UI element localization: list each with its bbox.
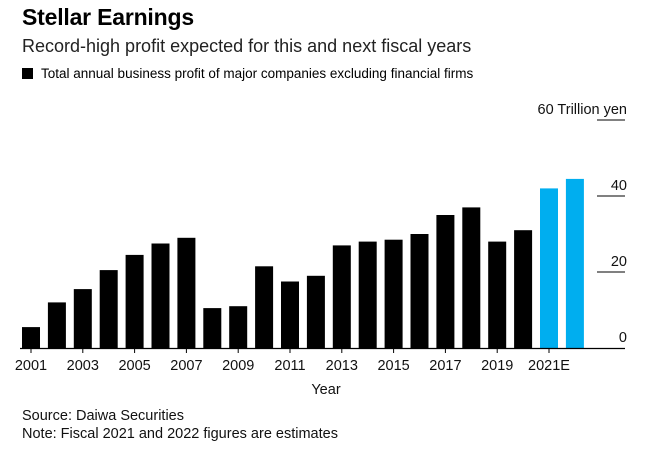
y-tick-label: 0	[619, 330, 627, 346]
bar-2004	[99, 270, 118, 348]
bar-2019	[488, 241, 507, 348]
bar-2007	[177, 237, 196, 348]
bar-2002	[47, 302, 66, 348]
bar-2008	[203, 308, 222, 348]
bar-2021E	[540, 188, 558, 348]
y-tick-labels: 0 20 40 60 Trillion yen	[538, 102, 627, 346]
x-tick-label: 2005	[118, 358, 150, 374]
bar-2009	[229, 306, 248, 348]
bar-2001	[22, 327, 40, 348]
bar-2015	[384, 239, 403, 348]
bar-2018	[462, 207, 481, 348]
legend-swatch	[22, 68, 33, 79]
bar-2020	[514, 230, 533, 348]
x-tick-label: 2007	[170, 358, 202, 374]
x-tick-label: 2001	[15, 358, 47, 374]
x-tick-label: 2013	[326, 358, 358, 374]
bar-2012	[306, 275, 325, 348]
bar-2013	[332, 245, 351, 348]
bar-2014	[358, 241, 377, 348]
bar-2010	[255, 266, 274, 348]
chart-subtitle: Record-high profit expected for this and…	[22, 36, 472, 56]
x-tick-label: 2019	[481, 358, 513, 374]
x-axis-label: Year	[311, 382, 340, 398]
bar-2006	[151, 243, 170, 348]
y-tick-label: 40	[611, 178, 627, 194]
bar-2011	[281, 281, 299, 348]
y-tick-label: 60 Trillion yen	[538, 102, 627, 118]
legend-label: Total annual business profit of major co…	[41, 66, 474, 81]
y-tick-label: 20	[611, 254, 627, 270]
x-tick-labels: 2001 2003 2005 2007 2009 2011 2013 2015 2017 2019…	[15, 348, 570, 374]
bar-2005	[125, 254, 144, 348]
x-tick-label: 2015	[377, 358, 409, 374]
x-tick-label: 2021E	[528, 358, 570, 374]
x-tick-label: 2003	[67, 358, 99, 374]
y-gridlines	[597, 119, 625, 273]
bar-2017	[436, 215, 455, 348]
x-tick-label: 2011	[274, 358, 305, 374]
bar-2003	[73, 289, 92, 348]
chart-title: Stellar Earnings	[22, 4, 194, 30]
bar-2016	[410, 234, 429, 348]
bars	[22, 178, 584, 348]
source-text: Source: Daiwa Securities	[22, 408, 184, 424]
x-tick-label: 2009	[222, 358, 254, 374]
x-tick-label: 2017	[429, 358, 461, 374]
bar-2022E	[565, 178, 584, 348]
legend: Total annual business profit of major co…	[22, 66, 473, 81]
note-text: Note: Fiscal 2021 and 2022 figures are e…	[22, 426, 338, 442]
